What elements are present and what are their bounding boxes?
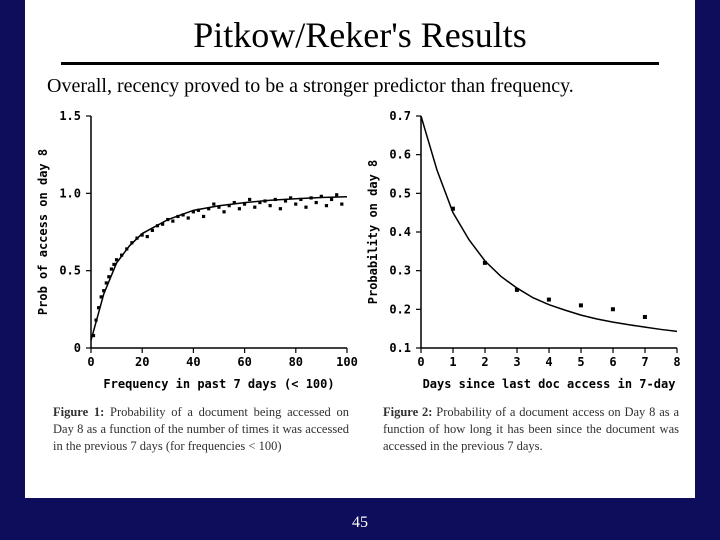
svg-text:4: 4 <box>545 355 552 369</box>
svg-text:0.6: 0.6 <box>389 148 411 162</box>
chart-right-box: 0 1 2 3 4 5 6 7 8 0.1 0.2 0.3 0.4 0.5 0.6 0.7 Days since… <box>361 102 689 455</box>
svg-text:60: 60 <box>237 355 251 369</box>
svg-text:0: 0 <box>87 355 94 369</box>
slide-title: Pitkow/Reker's Results <box>25 0 695 62</box>
svg-text:0: 0 <box>74 341 81 355</box>
svg-text:0.4: 0.4 <box>389 225 411 239</box>
slide-body: Pitkow/Reker's Results Overall, recency … <box>25 0 695 498</box>
svg-text:2: 2 <box>481 355 488 369</box>
title-rule <box>61 62 659 65</box>
svg-text:0.7: 0.7 <box>389 109 411 123</box>
figure-1-label: Figure 1: <box>53 405 104 419</box>
chart-left: 0 20 40 60 80 100 0 0.5 1.0 1.5 Frequency in past … <box>31 102 359 402</box>
svg-text:20: 20 <box>135 355 149 369</box>
svg-text:0: 0 <box>417 355 424 369</box>
charts-row: 02040608010000.51.01.5Frequency in past … <box>25 102 695 455</box>
svg-text:5: 5 <box>577 355 584 369</box>
svg-text:40: 40 <box>186 355 200 369</box>
figure-2-label: Figure 2: <box>383 405 432 419</box>
svg-text:6: 6 <box>609 355 616 369</box>
slide-subtitle: Overall, recency proved to be a stronger… <box>25 75 695 102</box>
svg-text:80: 80 <box>289 355 303 369</box>
svg-text:8: 8 <box>673 355 680 369</box>
page-number: 45 <box>0 514 720 532</box>
svg-text:0.5: 0.5 <box>389 186 411 200</box>
svg-text:Days since last doc access in: Days since last doc access in 7-day <box>423 377 676 391</box>
svg-text:1.0: 1.0 <box>59 186 81 200</box>
svg-text:0.2: 0.2 <box>389 302 411 316</box>
svg-text:0.1: 0.1 <box>389 341 411 355</box>
chart-left-caption: Figure 1: Probability of a document bein… <box>31 402 359 455</box>
svg-text:7: 7 <box>641 355 648 369</box>
svg-text:Prob of access on day 8: Prob of access on day 8 <box>36 149 50 315</box>
svg-text:3: 3 <box>513 355 520 369</box>
chart-left-box: 0 20 40 60 80 100 0 0.5 1.0 1.5 Frequency in past … <box>31 102 359 455</box>
chart-right: 0 1 2 3 4 5 6 7 8 0.1 0.2 0.3 0.4 0.5 0.6 0.7 Days since… <box>361 102 689 402</box>
svg-text:Probability on day 8: Probability on day 8 <box>366 160 380 305</box>
svg-text:100: 100 <box>336 355 358 369</box>
svg-text:0.3: 0.3 <box>389 264 411 278</box>
svg-text:1.5: 1.5 <box>59 109 81 123</box>
svg-text:1: 1 <box>449 355 456 369</box>
svg-text:Frequency in past 7 days (< 10: Frequency in past 7 days (< 100) <box>103 377 334 391</box>
chart-right-caption: Figure 2: Probability of a document acce… <box>361 402 689 455</box>
svg-text:0.5: 0.5 <box>59 264 81 278</box>
